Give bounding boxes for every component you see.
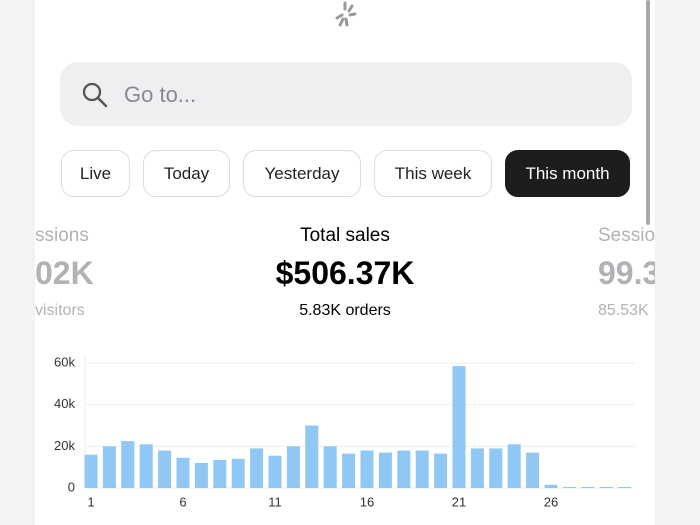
filter-pill[interactable]: This month [505, 150, 630, 197]
y-tick-label: 0 [68, 479, 75, 494]
filter-pill[interactable]: Yesterday [243, 150, 361, 197]
bar [231, 458, 245, 488]
x-tick-label: 21 [452, 494, 466, 509]
filter-pill[interactable]: This week [374, 150, 492, 197]
stat-value: 99.3 [598, 255, 655, 291]
bar [213, 459, 227, 488]
bar [84, 454, 98, 488]
stat-label: Total sales [300, 225, 390, 246]
bar [378, 452, 392, 488]
bar [562, 486, 576, 488]
bar [489, 448, 503, 488]
loading-spinner [335, 1, 357, 27]
bar [507, 444, 521, 488]
bar [121, 441, 135, 488]
filter-pill[interactable]: Today [143, 150, 230, 197]
bar [305, 425, 319, 488]
x-tick-label: 26 [544, 494, 558, 509]
x-tick-label: 6 [179, 494, 186, 509]
bar [599, 486, 613, 488]
bar [526, 452, 540, 488]
search-icon [82, 82, 108, 108]
bar [415, 450, 429, 488]
bar [268, 455, 282, 488]
bar [581, 486, 595, 488]
x-tick-label: 11 [268, 494, 282, 509]
bar [434, 453, 448, 488]
y-tick-label: 40k [54, 396, 75, 411]
bar [158, 450, 172, 488]
stat-value: 02K [35, 255, 94, 291]
x-tick-label: 16 [360, 494, 374, 509]
panel: Go to... Live Today Yesterday This week This… [35, 0, 655, 525]
y-tick-label: 20k [54, 438, 75, 453]
bar [102, 446, 116, 488]
bar [250, 448, 264, 488]
bar [618, 486, 632, 488]
bar [286, 446, 300, 488]
search-bar[interactable]: Go to... [60, 62, 632, 126]
search-placeholder: Go to... [124, 82, 197, 107]
bar [452, 366, 466, 488]
stat-label: Sessio [598, 225, 655, 246]
bar [139, 444, 153, 488]
stat-sub: visitors [35, 302, 85, 319]
bar [470, 448, 484, 488]
stat-sub: 85.53K [598, 302, 649, 319]
bar [194, 463, 208, 488]
y-tick-label: 60k [54, 354, 75, 369]
bar [544, 484, 558, 488]
scrollbar [646, 0, 650, 225]
bar [176, 457, 190, 488]
filter-pill[interactable]: Live [61, 150, 130, 197]
stat-sub: 5.83K orders [299, 302, 391, 319]
bar [397, 450, 411, 488]
bar [342, 453, 356, 488]
stat-value: $506.37K [275, 255, 415, 291]
bar [323, 446, 337, 488]
stat-label: ssions [35, 225, 89, 246]
bar [360, 450, 374, 488]
x-tick-label: 1 [87, 494, 94, 509]
